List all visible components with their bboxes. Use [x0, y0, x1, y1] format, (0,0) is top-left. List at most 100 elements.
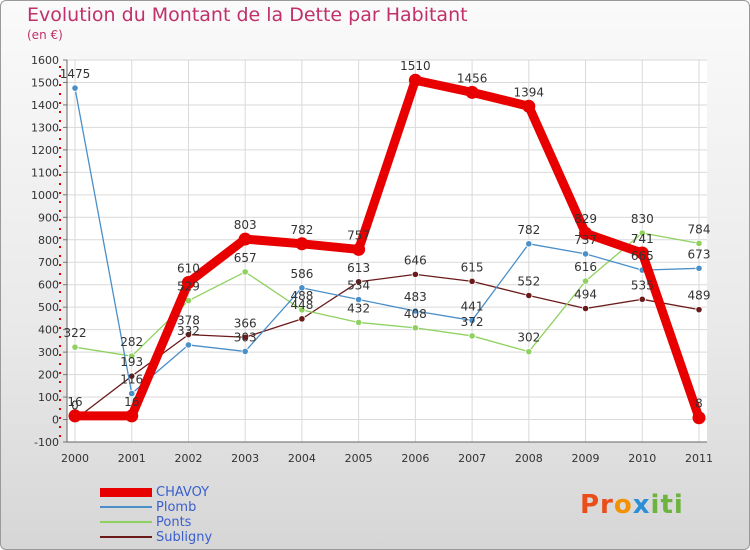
data-label-subligny: 535	[631, 278, 654, 292]
data-point-chavoy	[635, 246, 649, 260]
axis-dot	[59, 264, 61, 266]
data-label-plomb: 483	[404, 290, 427, 304]
data-point-chavoy	[295, 237, 309, 251]
y-tick-label: 1300	[31, 121, 59, 134]
axis-dot	[59, 129, 61, 131]
y-tick-label: 800	[38, 234, 59, 247]
data-label-ponts: 657	[234, 251, 257, 265]
data-label-chavoy: 782	[290, 223, 313, 237]
data-label-ponts: 322	[64, 326, 87, 340]
data-point-chavoy	[181, 275, 195, 289]
legend-label: Plomb	[156, 499, 197, 515]
data-point-ponts	[128, 352, 136, 360]
data-point-chavoy	[579, 226, 593, 240]
axis-dot	[59, 282, 61, 284]
axis-dot	[59, 102, 61, 104]
data-point-subligny	[581, 304, 590, 313]
axis-dot	[59, 93, 61, 95]
data-label-chavoy: 8	[695, 397, 703, 411]
data-label-ponts: 282	[120, 335, 143, 349]
y-tick-label: 1400	[31, 99, 59, 112]
data-point-subligny	[355, 278, 363, 286]
legend-swatch	[100, 506, 152, 508]
chart-title: Evolution du Montant de la Dette par Hab…	[27, 4, 468, 26]
data-label-chavoy: 16	[124, 395, 139, 409]
data-label-subligny: 489	[688, 289, 711, 303]
data-point-chavoy	[692, 411, 706, 425]
axis-dot	[59, 381, 61, 383]
y-tick-label: 1500	[31, 76, 59, 89]
data-point-plomb	[468, 316, 476, 325]
axis-dot	[59, 372, 61, 374]
axis-dot	[59, 201, 61, 203]
axis-dot	[59, 300, 61, 302]
proxiti-logo: Proxiti	[580, 490, 684, 520]
legend-item-plomb: Plomb	[100, 499, 196, 515]
data-label-subligny: 552	[517, 274, 540, 288]
data-point-subligny	[695, 306, 703, 314]
data-point-ponts	[241, 268, 249, 276]
data-label-ponts: 372	[461, 315, 484, 329]
legend-item-chavoy: CHAVOY	[100, 484, 209, 500]
series-line-subligny	[74, 273, 700, 421]
data-label-chavoy: 16	[67, 395, 82, 409]
y-tick-label: 100	[38, 391, 59, 404]
series-line-plomb	[74, 87, 700, 395]
axis-dot	[59, 417, 61, 419]
legend-label: CHAVOY	[156, 484, 210, 500]
data-label-plomb: 534	[347, 279, 370, 293]
data-label-plomb: 782	[517, 223, 540, 237]
data-label-ponts: 616	[574, 260, 597, 274]
legend-label: Ponts	[156, 514, 192, 530]
legend-label: Subligny	[156, 529, 213, 545]
x-tick-label: 2003	[231, 452, 259, 465]
y-tick-label: 0	[52, 414, 59, 427]
axis-dot	[59, 174, 61, 176]
axis-dot	[59, 192, 61, 194]
data-label-plomb: 116	[120, 372, 143, 386]
x-tick-label: 2008	[515, 452, 543, 465]
axis-dot	[59, 336, 61, 338]
axis-dot	[59, 255, 61, 257]
data-label-subligny: 613	[347, 261, 370, 275]
data-point-plomb	[525, 240, 533, 248]
axis-dot	[59, 408, 61, 410]
data-label-ponts: 302	[517, 331, 540, 345]
data-point-chavoy	[68, 409, 82, 423]
data-point-ponts	[298, 306, 306, 314]
data-label-plomb: 1475	[60, 67, 91, 81]
data-point-ponts	[638, 229, 646, 237]
axis-dot	[59, 318, 61, 320]
axis-dot	[59, 309, 61, 311]
data-label-chavoy: 803	[234, 218, 257, 232]
x-tick-label: 2004	[288, 452, 316, 465]
axis-dot	[59, 111, 61, 113]
legend-swatch	[100, 521, 152, 523]
data-label-ponts: 488	[290, 289, 313, 303]
y-tick-label: 1200	[31, 144, 59, 157]
data-label-chavoy: 741	[631, 232, 654, 246]
y-tick-label: 1100	[31, 166, 59, 179]
data-label-subligny: 0	[71, 399, 79, 413]
data-point-chavoy	[522, 99, 536, 113]
data-label-plomb: 737	[574, 233, 597, 247]
axis-dot	[59, 66, 61, 68]
data-label-plomb: 332	[177, 324, 200, 338]
axis-dot	[59, 210, 61, 212]
axis-dot	[59, 183, 61, 185]
x-tick-label: 2000	[61, 452, 89, 465]
data-label-subligny: 448	[290, 298, 313, 312]
x-tick-label: 2011	[685, 452, 713, 465]
y-tick-label: 900	[38, 211, 59, 224]
axis-dot	[59, 291, 61, 293]
axis-dot	[59, 165, 61, 167]
axis-dot	[59, 273, 61, 275]
axis-dot	[59, 84, 61, 86]
data-point-ponts	[581, 277, 590, 285]
data-label-plomb: 586	[290, 267, 313, 281]
data-label-chavoy: 829	[574, 212, 597, 226]
axis-dot	[59, 426, 61, 428]
data-point-subligny	[468, 277, 476, 285]
x-tick-label: 2006	[401, 452, 429, 465]
data-label-chavoy: 1456	[457, 71, 488, 85]
